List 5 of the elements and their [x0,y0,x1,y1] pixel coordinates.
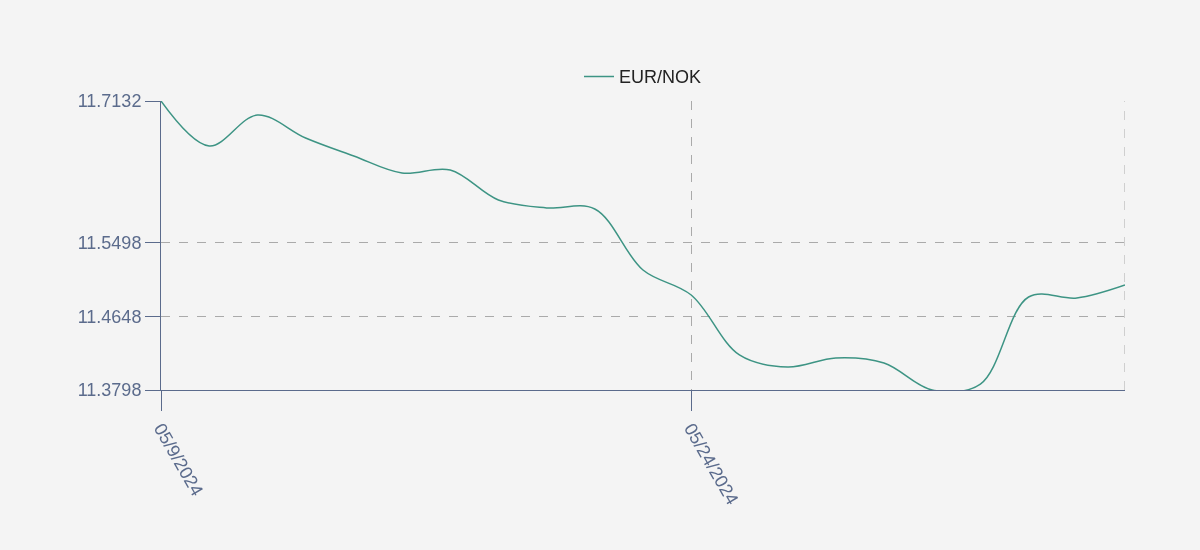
y-tick-label: 11.7132 [77,91,142,112]
legend-label: EUR/NOK [619,67,702,88]
y-tick-label: 11.5498 [77,232,142,253]
y-tick-label: 11.3798 [77,380,142,401]
y-tick-label: 11.4648 [77,306,142,327]
